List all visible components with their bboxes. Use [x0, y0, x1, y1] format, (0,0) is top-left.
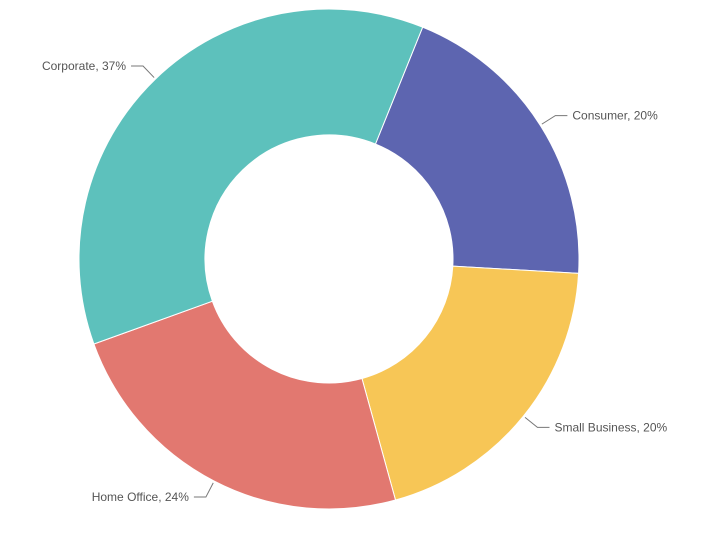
chart-leader-lines: [131, 65, 568, 498]
slice-home-office[interactable]: [93, 300, 397, 510]
chart-labels: Consumer, 20% Small Business, 20% Home Off…: [42, 59, 668, 504]
slice-label-consumer: Consumer, 20%: [572, 109, 658, 123]
slice-label-home-office: Home Office, 24%: [92, 490, 189, 504]
leader-line-consumer: [541, 115, 568, 125]
leader-line-corporate: [131, 65, 155, 78]
slice-label-small-business: Small Business, 20%: [554, 420, 667, 434]
leader-line-small-business: [524, 416, 550, 428]
slice-consumer[interactable]: [374, 26, 580, 274]
slice-corporate[interactable]: [78, 8, 424, 345]
slice-label-corporate: Corporate, 37%: [42, 59, 126, 73]
chart-slices: [78, 8, 580, 510]
leader-line-home-office: [193, 482, 214, 498]
slice-small-business[interactable]: [361, 265, 580, 501]
